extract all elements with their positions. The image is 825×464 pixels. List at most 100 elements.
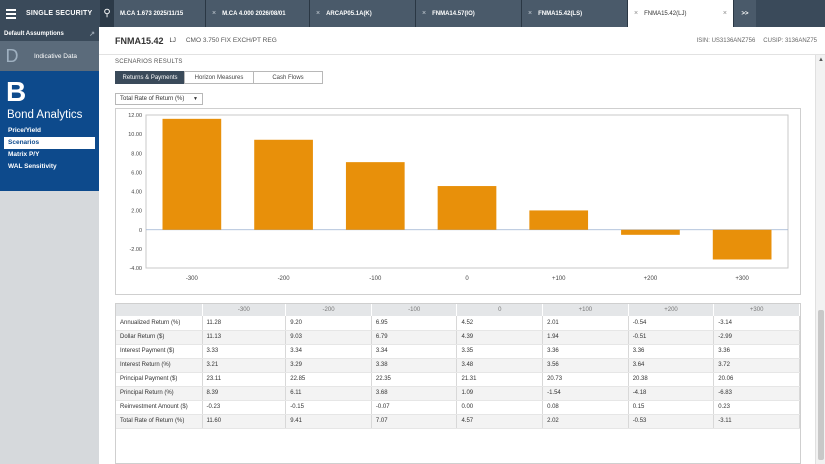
x-tick-label: -200 <box>278 276 291 282</box>
y-tick-label: 6.00 <box>131 170 142 176</box>
subtab-horizon-measures[interactable]: Horizon Measures <box>184 71 254 84</box>
table-cell: 3.29 <box>285 358 372 373</box>
bar-+300[interactable] <box>712 229 772 260</box>
bar-+200[interactable] <box>621 229 680 235</box>
tab-2[interactable]: × ARCAP05.1A(K) <box>310 0 416 27</box>
y-tick-label: -4.00 <box>129 266 142 272</box>
row-label: Principal Payment ($) <box>116 372 203 387</box>
bar--200[interactable] <box>254 139 313 230</box>
table-column-header[interactable]: +200 <box>628 304 715 316</box>
table-cell: 1.94 <box>542 330 629 345</box>
bond-analytics-nav: Price/Yield Scenarios Matrix P/Y WAL Sensit… <box>0 125 99 173</box>
sidebar-item-wal-sensitivity[interactable]: WAL Sensitivity <box>8 163 57 170</box>
close-tab-icon[interactable]: × <box>212 10 217 17</box>
x-tick-label: 0 <box>465 276 469 282</box>
table-row: Principal Return (%) 8.39 6.11 3.68 1.09 -1.5… <box>116 386 800 401</box>
return-chart: 12.00 10.00 8.00 6.00 4.00 2.00 0 -2.00 -4.00 -30… <box>115 108 801 295</box>
default-assumptions-header[interactable]: Default Assumptions ↗ <box>0 27 99 41</box>
metric-select-value: Total Rate of Return (%) <box>120 96 185 102</box>
table-row: Principal Payment ($) 23.11 22.85 22.35 21.3… <box>116 372 800 387</box>
table-row: Reinvestment Amount ($) -0.23 -0.15 -0.07 0.… <box>116 400 800 415</box>
indicative-data-section[interactable]: D Indicative Data <box>0 41 99 71</box>
table-column-header[interactable]: 0 <box>456 304 544 316</box>
subtab-cash-flows[interactable]: Cash Flows <box>253 71 323 84</box>
table-cell: 6.11 <box>285 386 372 401</box>
row-label: Annualized Return (%) <box>116 316 203 331</box>
security-description: CMO 3.750 FIX EXCH/PT REG <box>185 37 277 44</box>
table-cell: -3.11 <box>713 414 800 429</box>
table-cell: -0.23 <box>202 400 287 415</box>
bar-+100[interactable] <box>529 210 589 230</box>
tab-label: FNMA14.57(IO) <box>432 10 475 17</box>
close-tab-icon[interactable]: × <box>316 10 321 17</box>
tab-strip: ⚲ M.CA 1.673 2025/11/15 × M.CA 4.000 2026/… <box>100 0 825 27</box>
scroll-up-icon[interactable]: ▲ <box>818 57 824 63</box>
table-row: Total Rate of Return (%) 11.60 9.41 7.07 4.5… <box>116 414 800 429</box>
table-column-header[interactable]: +300 <box>713 304 800 316</box>
tab-label: M.CA 1.673 2025/11/15 <box>120 10 184 17</box>
row-label: Interest Payment ($) <box>116 344 203 359</box>
y-tick-label: 4.00 <box>131 190 142 196</box>
close-tab-icon[interactable]: × <box>422 10 427 17</box>
table-cell: 3.34 <box>285 344 372 359</box>
table-cell: 3.38 <box>371 358 458 373</box>
table-cell: -3.14 <box>713 316 800 331</box>
table-row: Interest Return (%) 3.21 3.29 3.38 3.48 3.56 3… <box>116 358 800 373</box>
table-cell: -0.51 <box>628 330 715 345</box>
table-cell: -0.07 <box>371 400 458 415</box>
hamburger-menu-icon[interactable] <box>2 0 20 27</box>
table-cell: -0.54 <box>628 316 715 331</box>
tab-5[interactable]: × FNMA15.42(LJ) × <box>628 0 734 27</box>
table-cell: 4.52 <box>456 316 544 331</box>
table-row: Interest Payment ($) 3.33 3.34 3.34 3.35 3.36… <box>116 344 800 359</box>
table-column-header[interactable]: -300 <box>202 304 287 316</box>
bar--100[interactable] <box>345 162 405 230</box>
more-tabs-button[interactable]: >> <box>734 0 756 27</box>
table-column-header[interactable]: +100 <box>542 304 629 316</box>
tab-label: FNMA15.42(LS) <box>538 10 583 17</box>
table-row: Dollar Return ($) 11.13 9.03 6.79 4.39 1.94 -0… <box>116 330 800 345</box>
table-column-header[interactable]: -100 <box>371 304 458 316</box>
bar-0[interactable] <box>437 186 497 230</box>
table-column-header[interactable]: -200 <box>285 304 372 316</box>
vertical-scrollbar[interactable]: ▲ <box>815 55 825 464</box>
tab-3[interactable]: × FNMA14.57(IO) <box>416 0 522 27</box>
y-tick-label: 8.00 <box>131 151 142 157</box>
table-cell: 23.11 <box>202 372 287 387</box>
sidebar-item-matrix-p-y[interactable]: Matrix P/Y <box>8 151 40 158</box>
close-tab-icon[interactable]: × <box>528 10 533 17</box>
cusip-label: CUSIP: 3136ANZ75 <box>763 37 817 44</box>
external-link-icon[interactable]: ↗ <box>89 31 95 38</box>
metric-select[interactable]: Total Rate of Return (%) ▼ <box>115 93 203 105</box>
y-tick-label: 0 <box>139 228 142 234</box>
table-cell: 3.36 <box>542 344 629 359</box>
table-cell: 2.02 <box>542 414 629 429</box>
tab-4[interactable]: × FNMA15.42(LS) <box>522 0 628 27</box>
table-cell: 2.01 <box>542 316 629 331</box>
table-row: Annualized Return (%) 11.28 9.20 6.95 4.52 2.… <box>116 316 800 331</box>
tab-0[interactable]: M.CA 1.673 2025/11/15 <box>114 0 206 27</box>
subtab-returns-payments[interactable]: Returns & Payments <box>115 71 185 84</box>
sidebar: Default Assumptions ↗ D Indicative Data … <box>0 27 99 464</box>
scrollbar-thumb[interactable] <box>818 310 824 460</box>
tab-1[interactable]: × M.CA 4.000 2026/08/01 <box>206 0 310 27</box>
table-cell: 11.60 <box>202 414 287 429</box>
table-cell: -0.15 <box>285 400 372 415</box>
y-tick-label: 10.00 <box>128 132 142 138</box>
bar--300[interactable] <box>162 118 222 230</box>
table-cell: 9.03 <box>285 330 372 345</box>
search-icon[interactable]: ⚲ <box>100 0 114 27</box>
top-bar: SINGLE SECURITY ⚲ M.CA 1.673 2025/11/15 ×… <box>0 0 825 27</box>
x-tick-label: +100 <box>552 276 566 282</box>
table-cell: -6.83 <box>713 386 800 401</box>
sidebar-item-scenarios[interactable]: Scenarios <box>4 137 95 149</box>
table-cell: 8.39 <box>202 386 287 401</box>
close-tab-icon[interactable]: × <box>634 10 639 17</box>
table-cell: 3.48 <box>456 358 544 373</box>
sidebar-item-price-yield[interactable]: Price/Yield <box>8 127 41 134</box>
close-tab-icon[interactable]: × <box>722 10 727 17</box>
scenarios-content: SCENARIOS RESULTS Returns & Payments Hori… <box>99 55 815 464</box>
tab-label: M.CA 4.000 2026/08/01 <box>222 10 286 17</box>
isin-label: ISIN: US3136ANZ756 <box>696 37 756 44</box>
table-cell: 20.38 <box>628 372 715 387</box>
